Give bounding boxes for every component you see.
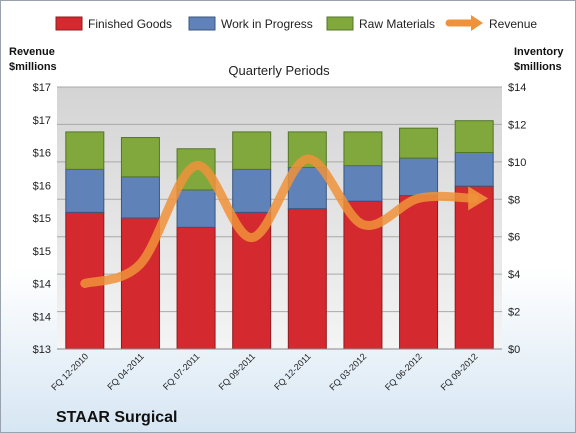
- right-tick-label: $4: [508, 269, 520, 281]
- revenue-series-line: [80, 154, 479, 288]
- revenue-point: [83, 282, 86, 285]
- category-label: FQ 03-2012: [327, 351, 368, 392]
- revenue-point: [473, 197, 476, 200]
- legend-label-raw-materials: Raw Materials: [359, 17, 435, 31]
- left-tick-label: $14: [33, 279, 51, 291]
- right-tick-label: $14: [508, 82, 526, 94]
- revenue-point: [306, 158, 309, 161]
- bar-work-in-progress: [232, 168, 272, 213]
- right-axis-ticks: $0 $2 $4 $6 $8 $10 $12 $14: [508, 82, 526, 356]
- legend-label-revenue: Revenue: [489, 17, 537, 31]
- bar-raw-materials: [65, 131, 105, 170]
- legend-label-work-in-progress: Work in Progress: [221, 17, 313, 31]
- left-tick-label: $15: [33, 246, 51, 258]
- legend-label-finished-goods: Finished Goods: [88, 17, 172, 31]
- right-tick-label: $0: [508, 344, 520, 356]
- category-label: FQ 07-2011: [161, 351, 202, 392]
- chart-subtitle: Quarterly Periods: [228, 63, 330, 78]
- category-label: FQ 12-2010: [49, 351, 90, 392]
- right-tick-label: $6: [508, 232, 520, 244]
- left-axis-title-line1: Revenue: [9, 46, 55, 58]
- left-tick-label: $13: [33, 344, 51, 356]
- bar-raw-materials: [454, 120, 494, 153]
- legend-swatch-finished-goods: [55, 16, 83, 31]
- category-labels: FQ 12-2010 FQ 04-2011 FQ 07-2011 FQ 09-2011…: [49, 351, 479, 392]
- bar-work-in-progress: [399, 157, 439, 197]
- legend-swatch-revenue: [445, 15, 483, 31]
- right-tick-label: $12: [508, 119, 526, 131]
- right-tick-label: $2: [508, 307, 520, 319]
- revenue-point: [250, 236, 253, 239]
- category-label: FQ 06-2012: [383, 351, 424, 392]
- category-label: FQ 09-2012: [439, 351, 480, 392]
- revenue-line: [80, 154, 489, 288]
- legend: Finished Goods Work in Progress Raw Mate…: [55, 15, 537, 31]
- right-tick-label: $10: [508, 157, 526, 169]
- left-tick-label: $16: [33, 180, 51, 192]
- category-label: FQ 04-2011: [105, 351, 146, 392]
- bar-work-in-progress: [65, 168, 105, 213]
- right-axis-title-line1: Inventory: [514, 46, 564, 58]
- left-axis-title-line2: $millions: [9, 61, 57, 73]
- left-tick-label: $17: [33, 115, 51, 127]
- category-label: FQ 12-2011: [272, 351, 313, 392]
- left-tick-label: $16: [33, 148, 51, 160]
- bar-raw-materials: [399, 127, 439, 159]
- bar-raw-materials: [343, 131, 383, 167]
- revenue-arrowhead: [468, 186, 489, 211]
- revenue-point: [195, 164, 198, 167]
- legend-swatch-raw-materials: [326, 16, 354, 31]
- bar-finished-goods: [176, 226, 216, 350]
- bar-work-in-progress: [454, 152, 494, 187]
- company-name: STAAR Surgical: [56, 409, 178, 426]
- bar-work-in-progress: [120, 176, 160, 219]
- revenue-point: [361, 223, 364, 226]
- bar-raw-materials: [232, 131, 272, 170]
- bar-finished-goods: [454, 185, 494, 350]
- bar-raw-materials: [120, 137, 160, 178]
- bar-finished-goods: [287, 208, 327, 350]
- bar-work-in-progress: [176, 189, 216, 228]
- bar-finished-goods: [399, 195, 439, 350]
- bar-work-in-progress: [343, 165, 383, 202]
- revenue-point: [139, 262, 142, 265]
- left-tick-label: $15: [33, 213, 51, 225]
- right-axis-title-line2: $millions: [514, 61, 562, 73]
- left-tick-label: $17: [33, 82, 51, 94]
- category-label: FQ 09-2011: [217, 351, 258, 392]
- right-tick-label: $8: [508, 194, 520, 206]
- left-axis-ticks: $13 $14 $14 $15 $15 $16 $16 $17 $17: [33, 82, 51, 356]
- left-tick-label: $14: [33, 311, 51, 323]
- revenue-point: [417, 197, 420, 200]
- legend-swatch-work-in-progress: [188, 16, 216, 31]
